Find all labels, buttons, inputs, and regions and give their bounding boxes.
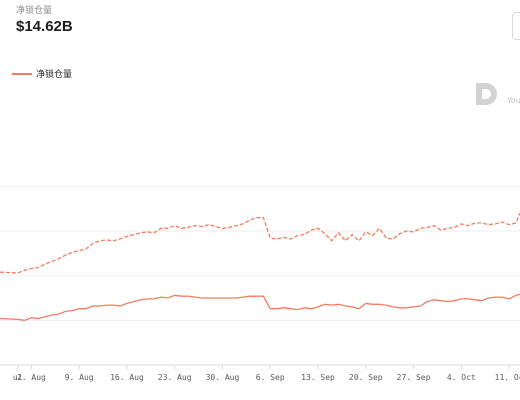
series-line-dashed [0,212,520,274]
legend[interactable]: 净锁仓量 [12,67,72,80]
watermark-text: You [507,96,520,105]
x-tick-label: 11. Oc [495,373,520,382]
x-tick-label: 6. Sep [256,373,285,382]
x-tick-label: 23. Aug [158,373,192,382]
metric-header: 净锁仓量 $14.62B [16,4,73,37]
metric-value: $14.62B [16,18,73,35]
x-tick-label: 13. Sep [301,373,335,382]
watermark-logo [474,82,500,111]
x-tick-label: 16. Aug [110,373,144,382]
x-tick-label: 30. Aug [206,373,240,382]
legend-line-swatch [12,72,32,75]
x-tick-label: 2. Aug [17,373,46,382]
watermark-logo-icon [476,83,497,105]
metric-label: 净锁仓量 [16,5,53,15]
series-line-tvl [0,293,520,321]
toolbar-button[interactable] [512,12,520,40]
x-tick-label: ul [13,373,23,382]
legend-label: 净锁仓量 [36,69,73,79]
x-tick-label: 20. Sep [349,373,383,382]
x-tick-label: 4. Oct [447,373,476,382]
x-tick-label: 9. Aug [65,373,94,382]
x-tick-label: 27. Sep [397,373,431,382]
